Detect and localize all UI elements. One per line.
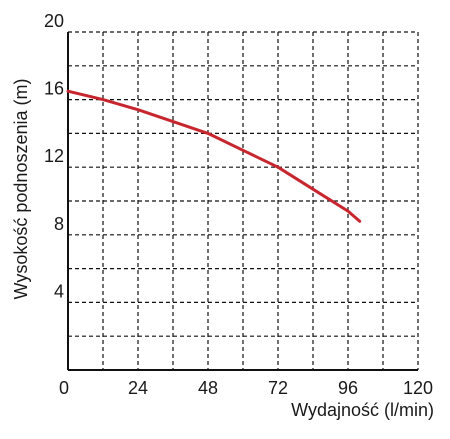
y-tick-label: 16 (44, 79, 64, 99)
series-line (66, 89, 362, 223)
x-tick-label: 72 (268, 378, 288, 398)
y-tick-label: 12 (44, 146, 64, 166)
grid (68, 31, 419, 370)
y-tick-label: 4 (54, 281, 64, 301)
y-tick-label: 8 (54, 214, 64, 234)
x-tick-label: 48 (198, 378, 218, 398)
x-tick-label: 0 (59, 378, 69, 398)
axes (67, 32, 418, 371)
x-tick-label: 24 (128, 378, 148, 398)
y-axis-label: Wysokość podnoszenia (m) (11, 79, 31, 300)
series-layer (66, 89, 362, 223)
x-axis-label: Wydajność (l/min) (291, 400, 434, 420)
x-tick-label: 96 (338, 378, 358, 398)
y-tick-label: 20 (44, 11, 64, 31)
x-tick-label: 120 (403, 378, 433, 398)
